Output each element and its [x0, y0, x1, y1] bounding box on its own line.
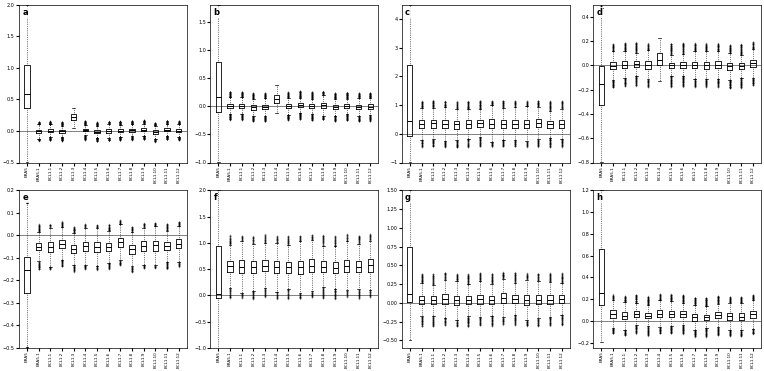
Text: c: c	[405, 8, 410, 17]
Text: d: d	[597, 8, 603, 17]
Text: f: f	[214, 193, 218, 203]
Text: e: e	[22, 193, 28, 203]
Text: b: b	[214, 8, 219, 17]
Text: g: g	[405, 193, 411, 203]
Text: h: h	[597, 193, 603, 203]
Text: a: a	[22, 8, 28, 17]
